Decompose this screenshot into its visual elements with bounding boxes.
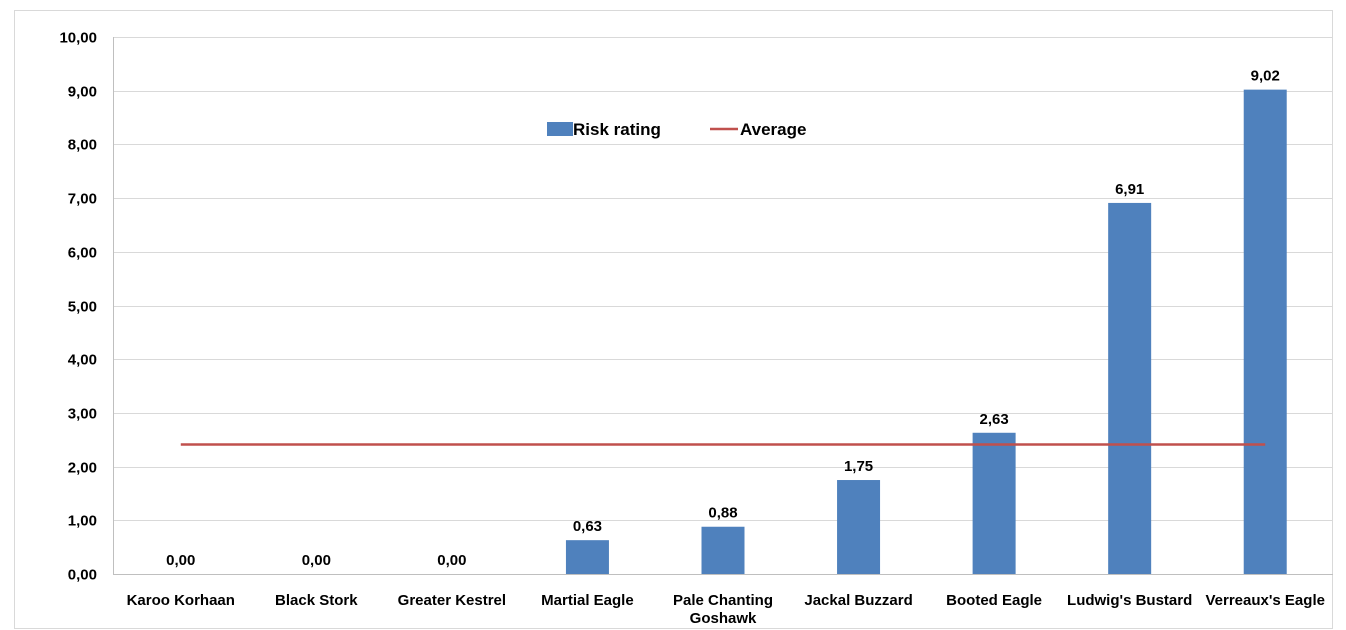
y-tick-label: 3,00 (68, 406, 97, 423)
legend-label: Risk rating (573, 120, 661, 139)
data-label: 0,00 (437, 552, 466, 569)
data-label: 1,75 (844, 458, 873, 475)
y-tick-label: 4,00 (68, 352, 97, 369)
legend-label: Average (740, 120, 806, 139)
data-label: 0,88 (708, 505, 737, 522)
category-label: Greater Kestrel (398, 592, 506, 609)
labels: 0,00 1,00 2,00 3,00 4,00 5,00 6,00 7,00 8,00 9,00… (59, 30, 1325, 628)
category-label: Verreaux's Eagle (1205, 592, 1324, 609)
bar (565, 540, 609, 574)
category-label: Martial Eagle (541, 592, 634, 609)
data-label: 9,02 (1251, 68, 1280, 85)
chart-border (14, 10, 1333, 629)
y-tick-label: 1,00 (68, 513, 97, 530)
data-label: 0,00 (166, 552, 195, 569)
data-label: 2,63 (980, 411, 1009, 428)
category-label: Jackal Buzzard (804, 592, 912, 609)
category-label: Karoo Korhaan (127, 592, 235, 609)
y-tick-label: 2,00 (68, 460, 97, 477)
gridlines (113, 37, 1333, 521)
axes (14, 10, 1333, 629)
legend-swatch-bar (547, 122, 573, 136)
legend: Risk rating Average (547, 120, 806, 139)
data-label: 0,63 (573, 518, 602, 535)
category-label: Booted Eagle (946, 592, 1042, 609)
bar (701, 526, 745, 574)
bar (1243, 89, 1287, 574)
category-label: Ludwig's Bustard (1067, 592, 1192, 609)
bar (837, 480, 881, 574)
category-label: Pale Chanting Goshawk (673, 592, 773, 627)
y-tick-label: 10,00 (59, 30, 97, 47)
y-tick-label: 9,00 (68, 84, 97, 101)
bars (565, 89, 1287, 575)
bar (972, 432, 1016, 574)
category-label: Black Stork (275, 592, 358, 609)
y-tick-label: 5,00 (68, 299, 97, 316)
data-label: 0,00 (302, 552, 331, 569)
bar (1108, 202, 1152, 575)
data-label: 6,91 (1115, 181, 1144, 198)
y-tick-label: 7,00 (68, 191, 97, 208)
y-tick-label: 0,00 (68, 567, 97, 584)
y-tick-label: 8,00 (68, 137, 97, 154)
y-tick-label: 6,00 (68, 245, 97, 262)
